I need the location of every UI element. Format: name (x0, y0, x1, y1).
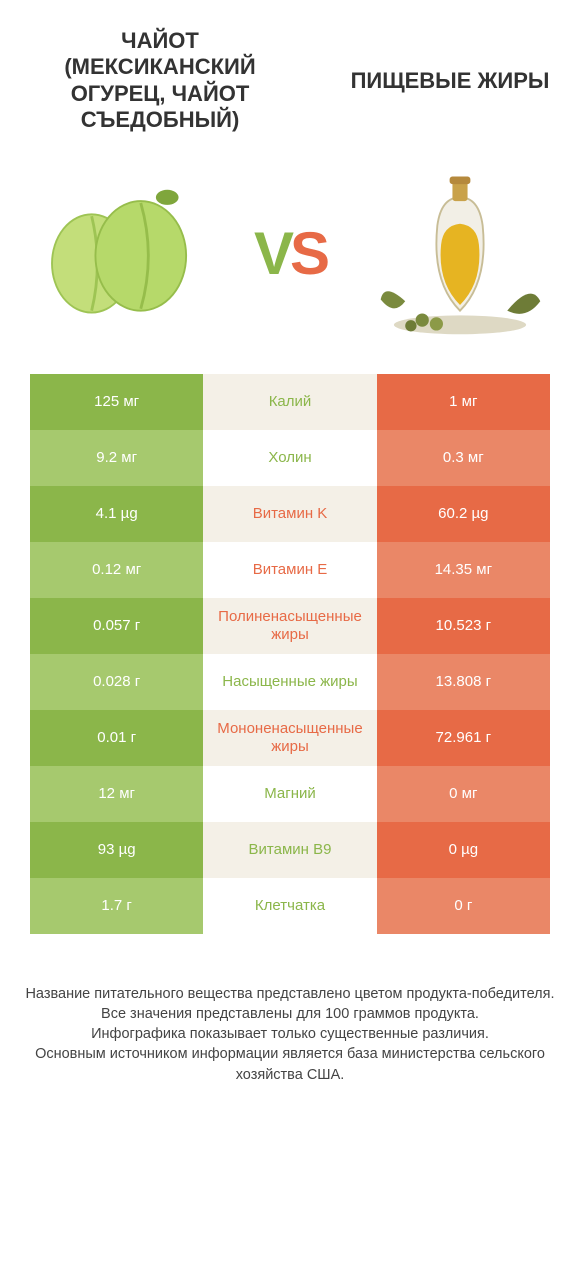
table-row: 125 мгКалий1 мг (30, 374, 550, 430)
chayote-icon (30, 164, 210, 344)
footer-line: Все значения представлены для 100 граммо… (20, 1004, 560, 1024)
cell-left-value: 1.7 г (30, 878, 203, 934)
table-row: 0.12 мгВитамин E14.35 мг (30, 542, 550, 598)
comparison-table: 125 мгКалий1 мг9.2 мгХолин0.3 мг4.1 µgВи… (30, 374, 550, 934)
table-row: 1.7 гКлетчатка0 г (30, 878, 550, 934)
cell-nutrient-name: Насыщенные жиры (203, 654, 376, 710)
cell-nutrient-name: Витамин K (203, 486, 376, 542)
cell-left-value: 12 мг (30, 766, 203, 822)
cell-left-value: 0.01 г (30, 710, 203, 766)
cell-right-value: 1 мг (377, 374, 550, 430)
cell-right-value: 60.2 µg (377, 486, 550, 542)
vs-v: V (254, 220, 290, 287)
cell-nutrient-name: Калий (203, 374, 376, 430)
cell-left-value: 0.028 г (30, 654, 203, 710)
cell-right-value: 10.523 г (377, 598, 550, 654)
footer-notes: Название питательного вещества представл… (20, 984, 560, 1085)
cell-right-value: 14.35 мг (377, 542, 550, 598)
cell-right-value: 0 µg (377, 822, 550, 878)
cell-right-value: 0 г (377, 878, 550, 934)
cell-nutrient-name: Холин (203, 430, 376, 486)
cell-right-value: 0.3 мг (377, 430, 550, 486)
cell-nutrient-name: Витамин B9 (203, 822, 376, 878)
cell-left-value: 125 мг (30, 374, 203, 430)
table-row: 93 µgВитамин B90 µg (30, 822, 550, 878)
cell-left-value: 9.2 мг (30, 430, 203, 486)
cell-nutrient-name: Витамин E (203, 542, 376, 598)
cell-nutrient-name: Полиненасыщенные жиры (203, 598, 376, 654)
footer-line: Название питательного вещества представл… (20, 984, 560, 1004)
cell-right-value: 0 мг (377, 766, 550, 822)
cell-nutrient-name: Клетчатка (203, 878, 376, 934)
cell-left-value: 93 µg (30, 822, 203, 878)
cell-nutrient-name: Мононенасыщенные жиры (203, 710, 376, 766)
oil-bottle-icon (370, 164, 550, 344)
cell-left-value: 0.057 г (30, 598, 203, 654)
cell-right-value: 13.808 г (377, 654, 550, 710)
cell-left-value: 0.12 мг (30, 542, 203, 598)
cell-left-value: 4.1 µg (30, 486, 203, 542)
table-row: 0.028 гНасыщенные жиры13.808 г (30, 654, 550, 710)
title-row: ЧАЙОТ (МЕКСИКАНСКИЙ ОГУРЕЦ, ЧАЙОТ СЪЕДОБ… (0, 0, 580, 134)
table-row: 12 мгМагний0 мг (30, 766, 550, 822)
table-row: 0.057 гПолиненасыщенные жиры10.523 г (30, 598, 550, 654)
footer-line: Основным источником информации является … (20, 1044, 560, 1085)
table-row: 9.2 мгХолин0.3 мг (30, 430, 550, 486)
vs-label: VS (254, 219, 326, 288)
cell-nutrient-name: Магний (203, 766, 376, 822)
vs-s: S (290, 220, 326, 287)
cell-right-value: 72.961 г (377, 710, 550, 766)
title-left: ЧАЙОТ (МЕКСИКАНСКИЙ ОГУРЕЦ, ЧАЙОТ СЪЕДОБ… (30, 28, 290, 134)
footer-line: Инфографика показывает только существенн… (20, 1024, 560, 1044)
vs-row: VS (0, 134, 580, 364)
table-row: 0.01 гМононенасыщенные жиры72.961 г (30, 710, 550, 766)
title-right: ПИЩЕВЫЕ ЖИРЫ (350, 68, 550, 94)
table-row: 4.1 µgВитамин K60.2 µg (30, 486, 550, 542)
